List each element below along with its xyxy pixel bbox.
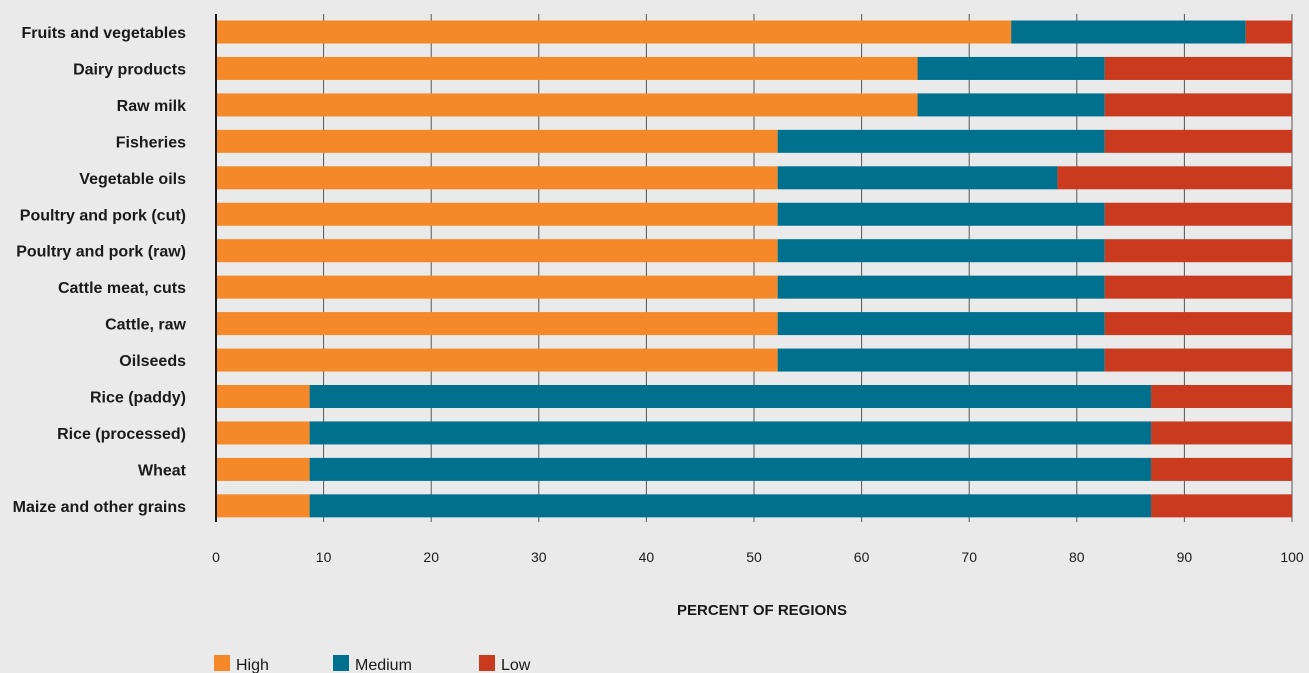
bars bbox=[216, 20, 1292, 518]
bar-medium-3 bbox=[777, 129, 1105, 153]
bar-high-4 bbox=[216, 166, 778, 190]
legend-swatch-low bbox=[479, 655, 495, 671]
category-label: Rice (processed) bbox=[57, 426, 186, 443]
category-label: Oilseeds bbox=[119, 353, 186, 370]
bar-high-12 bbox=[216, 457, 310, 481]
x-tick-label: 60 bbox=[854, 549, 870, 565]
bar-medium-1 bbox=[917, 56, 1105, 80]
bar-low-4 bbox=[1057, 166, 1292, 190]
bar-medium-9 bbox=[777, 348, 1105, 372]
legend: High Medium Low bbox=[214, 655, 531, 673]
bar-high-8 bbox=[216, 312, 778, 336]
bar-low-7 bbox=[1104, 275, 1292, 299]
bar-low-8 bbox=[1104, 312, 1292, 336]
bar-low-1 bbox=[1104, 56, 1292, 80]
bar-medium-4 bbox=[777, 166, 1058, 190]
legend-label-low: Low bbox=[501, 657, 531, 673]
x-tick-label: 30 bbox=[531, 549, 547, 565]
category-label: Poultry and pork (cut) bbox=[20, 207, 186, 224]
category-label: Wheat bbox=[138, 462, 187, 479]
category-label: Raw milk bbox=[117, 98, 186, 115]
bar-high-13 bbox=[216, 494, 310, 518]
x-tick-label: 90 bbox=[1177, 549, 1193, 565]
x-tick-label: 0 bbox=[212, 549, 220, 565]
category-label: Dairy products bbox=[73, 61, 186, 78]
legend-swatch-high bbox=[214, 655, 230, 671]
bar-medium-0 bbox=[1011, 20, 1246, 44]
gridlines bbox=[323, 14, 1293, 522]
bar-low-11 bbox=[1151, 421, 1292, 445]
bar-high-7 bbox=[216, 275, 778, 299]
category-label: Poultry and pork (raw) bbox=[16, 244, 186, 261]
bar-low-13 bbox=[1151, 494, 1292, 518]
bar-low-0 bbox=[1245, 20, 1292, 44]
category-label: Fisheries bbox=[116, 134, 186, 151]
bar-medium-11 bbox=[309, 421, 1152, 445]
bar-low-9 bbox=[1104, 348, 1292, 372]
category-label: Maize and other grains bbox=[13, 499, 186, 516]
x-tick-label: 80 bbox=[1069, 549, 1085, 565]
bar-high-2 bbox=[216, 93, 918, 117]
x-tick-label: 40 bbox=[639, 549, 655, 565]
bar-low-3 bbox=[1104, 129, 1292, 153]
x-axis-title: PERCENT OF REGIONS bbox=[677, 602, 847, 619]
category-label: Fruits and vegetables bbox=[22, 25, 187, 42]
x-tick-labels: 0 10 20 30 40 50 60 70 80 90 100 bbox=[212, 549, 1304, 565]
bar-medium-12 bbox=[309, 457, 1152, 481]
bar-low-6 bbox=[1104, 239, 1292, 263]
x-tick-label: 100 bbox=[1280, 549, 1304, 565]
bar-medium-5 bbox=[777, 202, 1105, 226]
legend-swatch-medium bbox=[333, 655, 349, 671]
bar-medium-8 bbox=[777, 312, 1105, 336]
bar-low-10 bbox=[1151, 385, 1292, 408]
category-label: Vegetable oils bbox=[79, 171, 186, 188]
bar-high-10 bbox=[216, 385, 310, 408]
category-label: Rice (paddy) bbox=[90, 390, 186, 407]
bar-high-5 bbox=[216, 202, 778, 226]
bar-medium-7 bbox=[777, 275, 1105, 299]
category-labels: Fruits and vegetables Dairy products Raw m… bbox=[13, 25, 187, 516]
bar-high-1 bbox=[216, 56, 918, 80]
bar-medium-13 bbox=[309, 494, 1152, 518]
bar-medium-6 bbox=[777, 239, 1105, 263]
legend-label-medium: Medium bbox=[355, 657, 412, 673]
x-tick-label: 70 bbox=[961, 549, 977, 565]
x-tick-label: 50 bbox=[746, 549, 762, 565]
legend-label-high: High bbox=[236, 657, 269, 673]
bar-high-3 bbox=[216, 129, 778, 153]
bar-low-12 bbox=[1151, 457, 1292, 481]
bar-high-0 bbox=[216, 20, 1012, 44]
category-label: Cattle meat, cuts bbox=[58, 280, 186, 297]
bar-medium-2 bbox=[917, 93, 1105, 117]
x-tick-label: 20 bbox=[423, 549, 439, 565]
bar-low-5 bbox=[1104, 202, 1292, 226]
bar-high-9 bbox=[216, 348, 778, 372]
category-label: Cattle, raw bbox=[105, 317, 186, 334]
bar-high-11 bbox=[216, 421, 310, 445]
x-tick-label: 10 bbox=[316, 549, 332, 565]
bar-low-2 bbox=[1104, 93, 1292, 117]
bar-medium-10 bbox=[309, 385, 1152, 408]
bar-high-6 bbox=[216, 239, 778, 263]
